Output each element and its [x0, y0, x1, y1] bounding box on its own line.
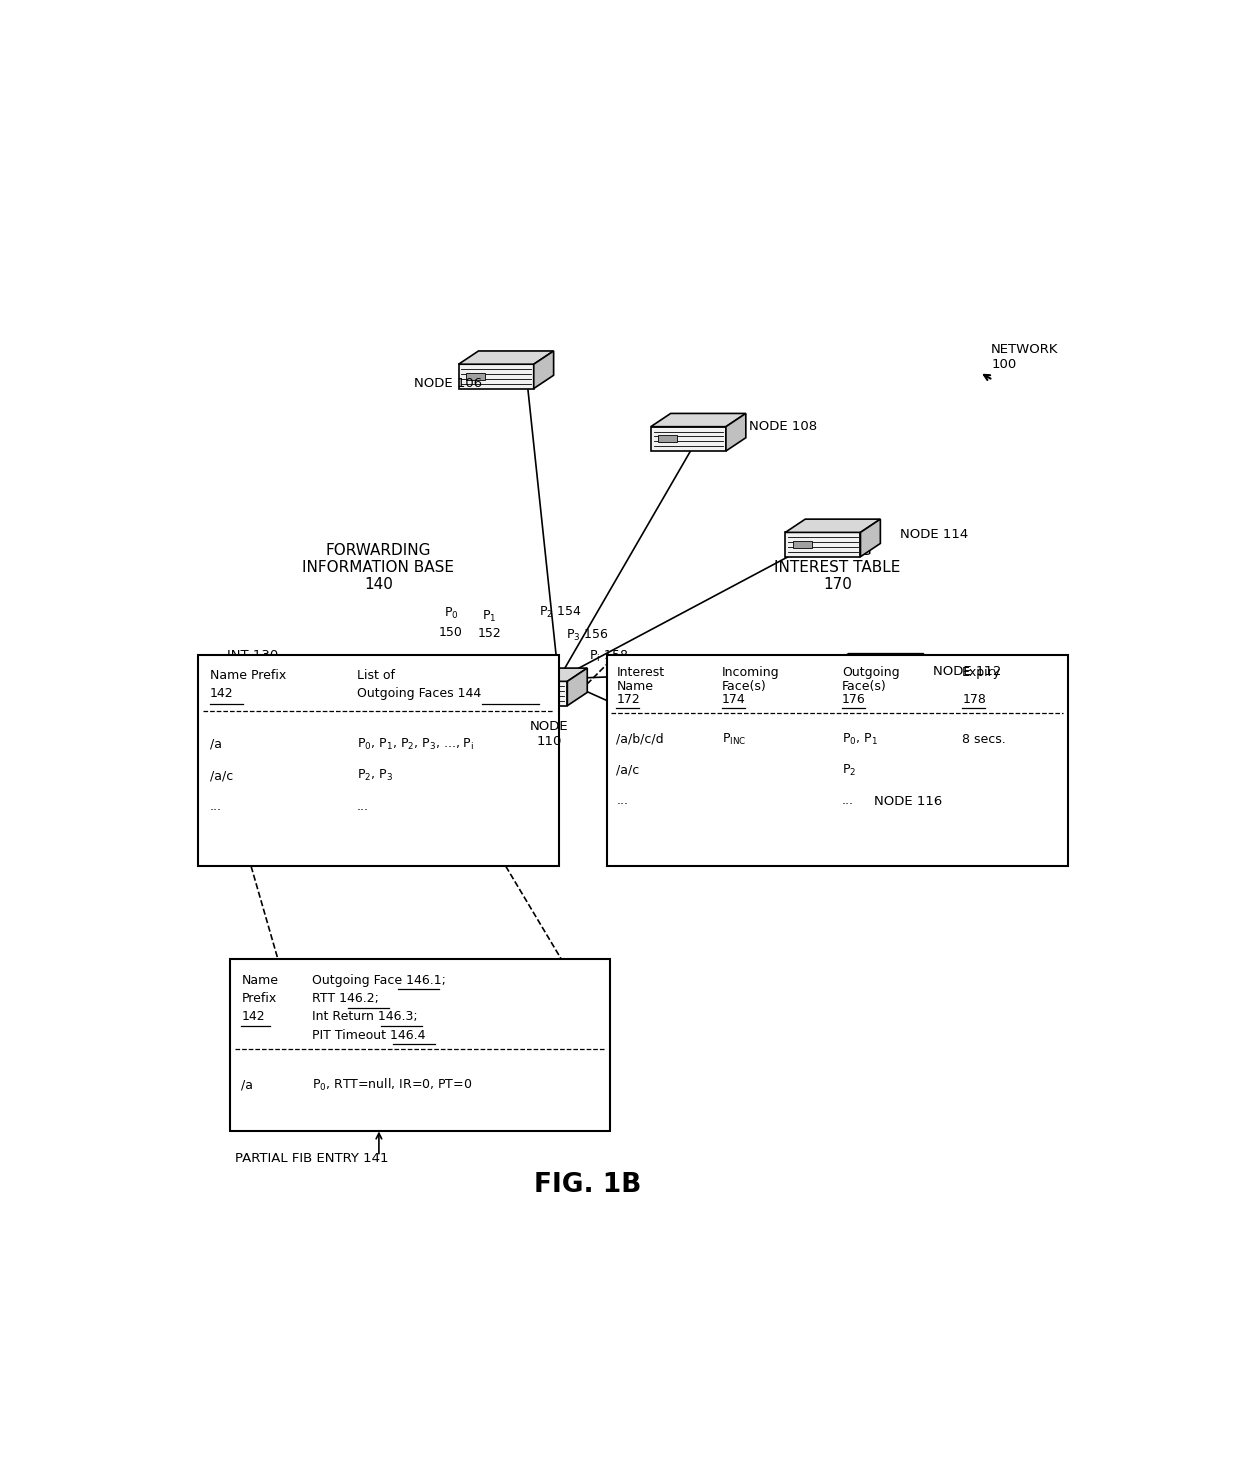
Bar	[229, 960, 610, 1130]
Text: /a: /a	[242, 1079, 253, 1092]
Text: 178: 178	[962, 693, 986, 706]
Text: List of: List of	[357, 669, 394, 683]
Polygon shape	[533, 351, 553, 389]
Text: Face(s): Face(s)	[842, 680, 887, 693]
Text: NODE 108: NODE 108	[749, 420, 817, 433]
Polygon shape	[492, 681, 568, 706]
Bar	[792, 540, 812, 548]
Bar	[658, 435, 677, 442]
Text: 174: 174	[722, 693, 745, 706]
Text: ...: ...	[210, 800, 222, 813]
Text: 152: 152	[477, 627, 501, 640]
Text: /a/b/c/d: /a/b/c/d	[616, 733, 663, 746]
Text: FIG. 1B: FIG. 1B	[533, 1173, 641, 1198]
Text: P$_{\mathregular{0}}$: P$_{\mathregular{0}}$	[444, 606, 459, 621]
Bar	[836, 675, 854, 683]
Text: Name Prefix: Name Prefix	[210, 669, 286, 683]
Polygon shape	[651, 427, 725, 451]
Text: Outgoing Faces 144: Outgoing Faces 144	[357, 687, 481, 700]
Polygon shape	[817, 784, 837, 821]
Text: NODE
110: NODE 110	[529, 719, 568, 747]
Text: ...: ...	[842, 794, 854, 807]
Bar	[198, 655, 558, 866]
Polygon shape	[828, 666, 904, 691]
Polygon shape	[785, 520, 880, 533]
Text: PENDING
INTEREST TABLE
170: PENDING INTEREST TABLE 170	[774, 543, 900, 593]
Polygon shape	[492, 668, 588, 681]
Text: P$_{\mathregular{i}}$ 158: P$_{\mathregular{i}}$ 158	[589, 649, 629, 665]
Polygon shape	[861, 520, 880, 556]
Text: 8 secs.: 8 secs.	[962, 733, 1006, 746]
Text: 142: 142	[242, 1010, 265, 1023]
Text: P$_{\mathregular{INC}}$ 160: P$_{\mathregular{INC}}$ 160	[401, 693, 453, 708]
Polygon shape	[568, 668, 588, 706]
Text: ...: ...	[616, 794, 629, 807]
Polygon shape	[742, 797, 817, 821]
Text: P$_{\mathregular{3}}$ 156: P$_{\mathregular{3}}$ 156	[567, 628, 609, 643]
Text: NODE 114: NODE 114	[900, 528, 968, 542]
Polygon shape	[459, 351, 553, 364]
Text: INT 130: INT 130	[227, 649, 278, 662]
Text: /a/c: /a/c	[210, 769, 233, 782]
Text: RTT 146.2;: RTT 146.2;	[311, 992, 378, 1006]
Polygon shape	[828, 653, 924, 666]
Text: /a/c: /a/c	[616, 763, 640, 777]
Text: Int Return 146.3;: Int Return 146.3;	[311, 1010, 418, 1023]
Text: Interest: Interest	[616, 666, 665, 680]
Bar	[466, 373, 485, 380]
Polygon shape	[725, 414, 745, 451]
Text: 150: 150	[439, 625, 463, 639]
Polygon shape	[904, 653, 924, 691]
Text: 172: 172	[616, 693, 640, 706]
Text: NODE 106: NODE 106	[414, 377, 481, 390]
Text: P$_{\mathregular{INC}}$: P$_{\mathregular{INC}}$	[722, 733, 746, 747]
Text: NETWORK
100: NETWORK 100	[991, 344, 1059, 371]
Text: P$_{\mathregular{0}}$, RTT=null, IR=0, PT=0: P$_{\mathregular{0}}$, RTT=null, IR=0, P…	[311, 1078, 472, 1094]
Text: /a: /a	[210, 738, 222, 750]
Text: ...: ...	[357, 800, 368, 813]
Text: P$_{\mathregular{2}}$: P$_{\mathregular{2}}$	[842, 762, 857, 778]
Polygon shape	[742, 784, 837, 797]
Bar	[500, 690, 518, 697]
Bar	[750, 804, 769, 812]
Text: P$_{\mathregular{2}}$ 154: P$_{\mathregular{2}}$ 154	[539, 605, 582, 619]
Text: Name: Name	[616, 680, 653, 693]
Polygon shape	[459, 364, 533, 389]
Polygon shape	[651, 414, 745, 427]
Text: PARTIAL FIB ENTRY 141: PARTIAL FIB ENTRY 141	[234, 1152, 388, 1164]
Text: FORWARDING
INFORMATION BASE
140: FORWARDING INFORMATION BASE 140	[303, 543, 454, 593]
Text: 142: 142	[210, 687, 233, 700]
Text: P$_{\mathregular{2}}$, P$_{\mathregular{3}}$: P$_{\mathregular{2}}$, P$_{\mathregular{…	[357, 768, 393, 784]
Text: Expiry: Expiry	[962, 666, 1002, 680]
Text: P$_{\mathregular{1}}$: P$_{\mathregular{1}}$	[482, 609, 497, 624]
Text: NODE 116: NODE 116	[874, 796, 942, 809]
Text: Name: Name	[242, 973, 279, 986]
Text: P$_{\mathregular{0}}$, P$_{\mathregular{1}}$: P$_{\mathregular{0}}$, P$_{\mathregular{…	[842, 733, 878, 747]
Polygon shape	[785, 533, 861, 556]
Text: P$_{\mathregular{0}}$, P$_{\mathregular{1}}$, P$_{\mathregular{2}}$, P$_{\mathre: P$_{\mathregular{0}}$, P$_{\mathregular{…	[357, 737, 474, 752]
Text: Incoming: Incoming	[722, 666, 780, 680]
Text: Outgoing Face 146.1;: Outgoing Face 146.1;	[311, 973, 445, 986]
Bar	[606, 655, 1068, 866]
Text: Outgoing: Outgoing	[842, 666, 900, 680]
Text: Prefix: Prefix	[242, 992, 277, 1006]
Text: Face(s): Face(s)	[722, 680, 766, 693]
Text: NODE 112: NODE 112	[934, 665, 1002, 678]
Text: PIT Timeout 146.4: PIT Timeout 146.4	[311, 1029, 425, 1042]
Text: 176: 176	[842, 693, 866, 706]
